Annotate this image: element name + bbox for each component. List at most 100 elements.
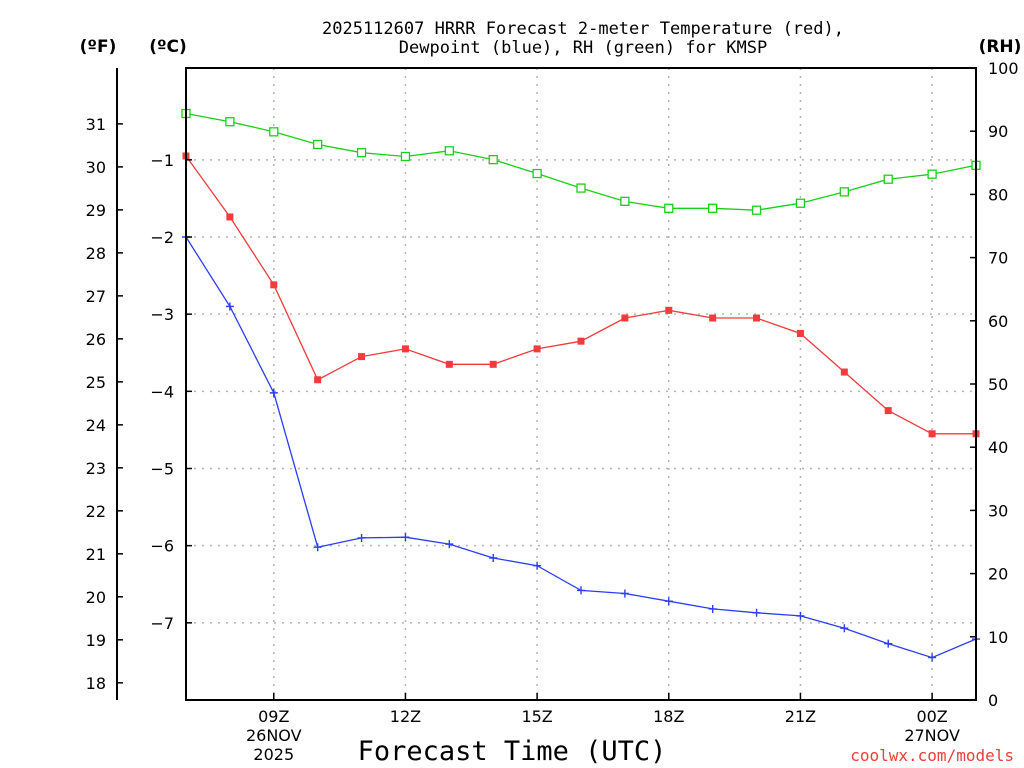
rh-tick-label: 60 — [988, 312, 1008, 331]
rh-tick-label: 80 — [988, 185, 1008, 204]
rh-tick-label: 70 — [988, 249, 1008, 268]
fahrenheit-tick-label: 18 — [86, 674, 106, 693]
rh-point — [927, 169, 937, 179]
dewpoint-series-line — [185, 236, 977, 659]
dewpoint-point — [225, 302, 234, 311]
rh-point — [269, 127, 279, 137]
fahrenheit-tick-label: 20 — [86, 588, 106, 607]
2-meter-temperature-point — [401, 345, 409, 353]
dewpoint-point — [489, 554, 498, 563]
2-meter-temperature-point — [621, 314, 629, 322]
2-meter-temperature-point — [840, 368, 848, 376]
rh-tick-label: 50 — [988, 375, 1008, 394]
2-meter-temperature-point — [533, 345, 541, 353]
fahrenheit-tick-label: 28 — [86, 244, 106, 263]
rh-point — [225, 117, 235, 127]
celsius-tick-label: −3 — [150, 305, 174, 324]
rh-point — [576, 183, 586, 193]
dewpoint-point — [401, 533, 410, 542]
rh-point — [532, 168, 542, 179]
fahrenheit-tick-label: 19 — [86, 631, 106, 650]
x-tick-label: 00Z — [916, 707, 947, 726]
celsius-tick-label: −2 — [150, 228, 174, 247]
2-meter-temperature-point — [445, 360, 453, 368]
celsius-tick-label: −6 — [150, 537, 174, 556]
celsius-tick-label: −7 — [150, 614, 174, 633]
fahrenheit-tick-label: 31 — [86, 115, 106, 134]
2-meter-temperature-point — [928, 430, 936, 438]
dewpoint-point — [445, 540, 454, 549]
dewpoint-point — [357, 533, 366, 542]
2-meter-temperature-series-line — [185, 155, 976, 435]
dewpoint-point — [752, 608, 761, 617]
2-meter-temperature-point — [314, 376, 322, 384]
rh-point — [620, 196, 630, 207]
fahrenheit-tick-label: 25 — [86, 373, 106, 392]
dewpoint-point — [884, 639, 893, 648]
dewpoint-point — [313, 543, 322, 552]
rh-tick-label: 100 — [988, 59, 1019, 78]
dewpoint-point — [928, 653, 937, 662]
rh-point — [313, 139, 323, 150]
celsius-unit-label: (ºC) — [149, 37, 187, 57]
dewpoint-point — [708, 604, 717, 613]
rh-point — [400, 151, 411, 162]
2-meter-temperature-point — [270, 281, 278, 289]
rh-point — [751, 205, 762, 215]
dewpoint-point — [577, 586, 585, 595]
rh-point — [356, 148, 367, 158]
rh-series-line — [185, 112, 977, 211]
x-axis-label: Forecast Time (UTC) — [358, 736, 667, 767]
celsius-tick-label: −5 — [150, 459, 174, 478]
fahrenheit-tick-label: 26 — [86, 330, 106, 349]
x-tick-label: 2025 — [253, 745, 294, 764]
fahrenheit-tick-label: 29 — [86, 201, 106, 220]
chart-title-line: 2025112607 HRRR Forecast 2-meter Tempera… — [322, 19, 844, 39]
2-meter-temperature-point — [358, 353, 366, 361]
2-meter-temperature-point — [489, 360, 497, 368]
x-tick-label: 26NOV — [246, 726, 302, 745]
celsius-tick-label: −4 — [150, 382, 174, 401]
fahrenheit-tick-label: 21 — [86, 545, 106, 564]
dewpoint-point — [269, 388, 278, 397]
rh-tick-label: 40 — [988, 438, 1008, 457]
x-tick-label: 21Z — [785, 707, 816, 726]
fahrenheit-tick-label: 23 — [86, 459, 106, 478]
celsius-tick-label: −1 — [150, 151, 174, 170]
fahrenheit-tick-label: 27 — [86, 287, 106, 306]
rh-point — [708, 203, 718, 213]
rh-point — [839, 187, 849, 197]
rh-point — [444, 146, 454, 156]
rh-tick-label: 90 — [988, 122, 1008, 141]
rh-tick-label: 20 — [988, 565, 1008, 584]
rh-point — [883, 174, 893, 184]
rh-point — [664, 203, 674, 213]
2-meter-temperature-point — [796, 329, 804, 337]
fahrenheit-tick-label: 22 — [86, 502, 106, 521]
x-tick-label: 18Z — [653, 707, 684, 726]
dewpoint-point — [664, 597, 673, 606]
x-tick-label: 27NOV — [904, 726, 960, 745]
rh-point — [488, 154, 498, 165]
dewpoint-point — [620, 589, 629, 598]
fahrenheit-tick-label: 24 — [86, 416, 106, 435]
x-tick-label: 09Z — [258, 707, 289, 726]
dewpoint-point — [533, 561, 542, 570]
rh-point — [795, 198, 806, 208]
fahrenheit-unit-label: (ºF) — [80, 37, 117, 57]
rh-tick-label: 30 — [988, 501, 1008, 520]
2-meter-temperature-point — [665, 306, 673, 314]
dewpoint-point — [796, 611, 805, 620]
rh-tick-label: 10 — [988, 628, 1008, 647]
rh-tick-label: 0 — [988, 691, 998, 710]
series-layer — [181, 108, 981, 662]
2-meter-temperature-point — [226, 213, 234, 221]
chart-title: 2025112607 HRRR Forecast 2-meter Tempera… — [322, 19, 844, 58]
fahrenheit-tick-label: 30 — [86, 158, 106, 177]
x-tick-label: 12Z — [390, 707, 421, 726]
2-meter-temperature-point — [709, 314, 717, 322]
2-meter-temperature-point — [753, 314, 761, 322]
dewpoint-point — [840, 624, 849, 633]
